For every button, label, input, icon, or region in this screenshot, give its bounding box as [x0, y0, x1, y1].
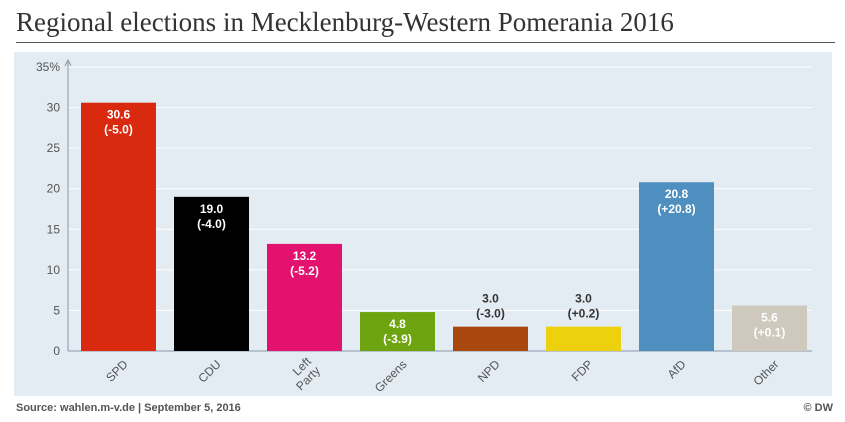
bar — [732, 305, 807, 351]
y-tick-label: 0 — [53, 344, 60, 358]
x-tick-label-line: NPD — [475, 357, 503, 385]
bar — [639, 182, 714, 351]
x-tick-label-line: CDU — [195, 357, 223, 385]
x-tick-label-line: AfD — [665, 357, 689, 381]
bar — [546, 326, 621, 351]
data-label-value: 19.0 — [200, 202, 224, 216]
source-note: Source: wahlen.m-v.de | September 5, 201… — [16, 402, 241, 414]
bar — [267, 243, 342, 351]
y-tick-label: 30 — [47, 101, 61, 115]
x-tick-label-line: Other — [750, 357, 781, 388]
y-tick-label: 5 — [53, 303, 60, 317]
data-label-value: 3.0 — [575, 292, 592, 306]
data-label-value: 20.8 — [665, 187, 689, 201]
credit-note: © DW — [803, 402, 834, 414]
x-tick-label: SPD — [103, 357, 131, 385]
data-label-change: (-3.0) — [476, 307, 505, 321]
data-label-change: (-5.2) — [290, 264, 319, 278]
title-divider — [16, 42, 835, 43]
y-tick-label: 35% — [36, 60, 60, 74]
data-label-value: 5.6 — [761, 311, 778, 325]
x-tick-label-line: FDP — [569, 357, 596, 384]
bar — [81, 102, 156, 352]
x-tick-label: NPD — [475, 357, 503, 385]
data-label-change: (-5.0) — [104, 123, 133, 137]
x-tick-label: FDP — [569, 357, 596, 384]
data-label-value: 3.0 — [482, 292, 499, 306]
y-tick-label: 25 — [47, 141, 61, 155]
y-tick-label: 10 — [47, 263, 61, 277]
bar — [360, 312, 435, 351]
bar — [174, 196, 249, 351]
x-tick-label: LeftParty — [284, 354, 323, 393]
chart-title: Regional elections in Mecklenburg-Wester… — [16, 7, 674, 37]
data-label-value: 30.6 — [107, 108, 131, 122]
data-label-value: 4.8 — [389, 317, 406, 331]
x-tick-label: Other — [750, 357, 781, 388]
bar-chart: 0 5 10 15 20 25 30 35% 30.6(-5.0) SPD 19.0(-4.0) CD… — [36, 58, 812, 395]
x-tick-label-line: SPD — [103, 357, 131, 385]
data-label-change: (+0.1) — [754, 326, 786, 340]
data-label-change: (+0.2) — [568, 307, 600, 321]
data-label-change: (-3.9) — [383, 332, 412, 346]
y-axis-arrow — [64, 58, 72, 67]
x-tick-label-line: Greens — [372, 357, 410, 395]
data-label-change: (+20.8) — [657, 202, 695, 216]
x-tick-label: AfD — [665, 357, 689, 381]
data-label-value: 13.2 — [293, 249, 317, 263]
x-tick-label: Greens — [372, 357, 410, 395]
y-tick-label: 20 — [47, 182, 61, 196]
data-label-change: (-4.0) — [197, 217, 226, 231]
y-tick-label: 15 — [47, 222, 61, 236]
x-tick-label: CDU — [195, 357, 223, 385]
bar — [453, 326, 528, 351]
